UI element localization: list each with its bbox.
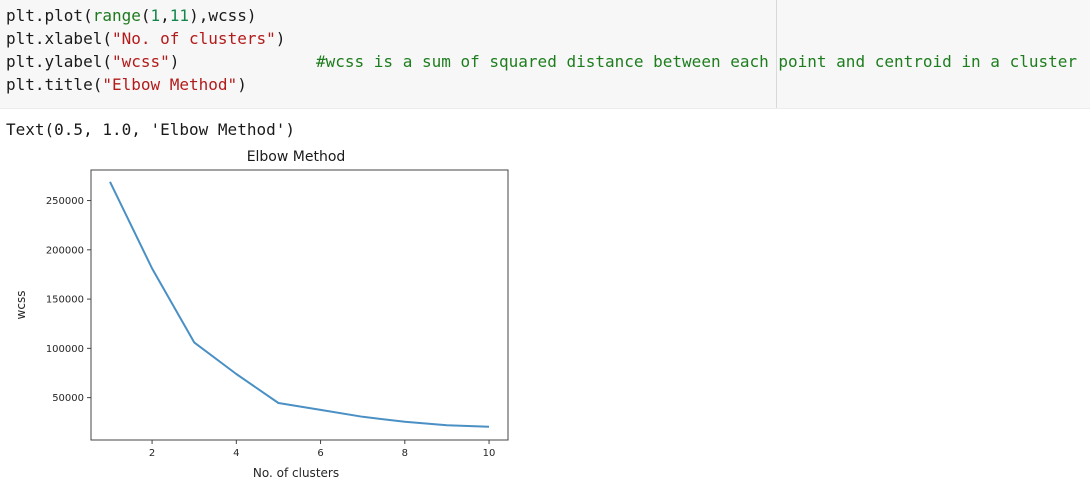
y-tick-label: 50000 (52, 393, 84, 404)
code-token: 11 (169, 6, 190, 25)
code-token: ) (275, 29, 286, 48)
code-token: ),wcss) (189, 6, 257, 25)
code-token: "Elbow Method" (102, 75, 238, 94)
code-cell[interactable]: plt.plot(range(1,11),wcss) plt.xlabel("N… (0, 0, 1090, 109)
y-tick-label: 250000 (46, 196, 84, 207)
x-tick-label: 4 (233, 448, 239, 459)
y-tick-label: 100000 (46, 344, 84, 355)
x-tick-label: 8 (402, 448, 408, 459)
code-token: , (160, 6, 170, 25)
code-token: plt.plot( (6, 6, 93, 25)
code-token: 1 (150, 6, 161, 25)
code-token: ) (237, 75, 247, 94)
x-tick-label: 6 (317, 448, 323, 459)
y-axis: 50000 100000 150000 200000 250000 (46, 196, 91, 404)
y-tick-label: 200000 (46, 245, 84, 256)
code-token: ( (140, 6, 151, 25)
code-line-plot: plt.plot(range(1,11),wcss) (6, 4, 257, 27)
chart-title: Elbow Method (247, 149, 346, 165)
editor-ruler (776, 0, 777, 108)
code-token: ) (169, 52, 180, 71)
code-line-ylabel: plt.ylabel("wcss") (6, 50, 179, 73)
code-token: "No. of clusters" (111, 29, 276, 48)
code-token: plt.ylabel( (6, 52, 112, 71)
code-token: plt.xlabel( (6, 29, 112, 48)
code-token: plt.title( (6, 75, 103, 94)
y-tick-label: 150000 (46, 295, 84, 306)
elbow-chart: Elbow Method 500001000001500002000002500… (14, 149, 509, 480)
x-axis-label: No. of clusters (253, 466, 339, 480)
code-token: range (92, 6, 141, 25)
x-axis: 2 4 6 8 10 (149, 440, 496, 459)
y-axis-label: wcss (14, 291, 28, 320)
series-line-wcss (109, 181, 490, 428)
x-tick-label: 2 (149, 448, 155, 459)
code-line-xlabel: plt.xlabel("No. of clusters") (6, 27, 285, 50)
plot-frame (90, 169, 509, 441)
code-token: "wcss" (111, 52, 170, 71)
x-tick-label: 10 (483, 448, 496, 459)
cell-output-text: Text(0.5, 1.0, 'Elbow Method') (6, 120, 295, 139)
code-line-title: plt.title("Elbow Method") (6, 73, 247, 96)
code-comment: #wcss is a sum of squared distance betwe… (316, 52, 1077, 71)
